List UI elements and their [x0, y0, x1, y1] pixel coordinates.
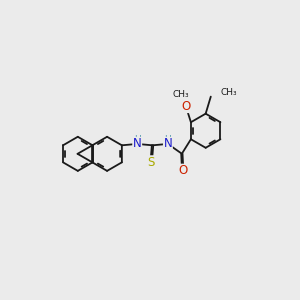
Text: CH₃: CH₃	[220, 88, 237, 97]
Text: N: N	[164, 137, 172, 150]
Text: N: N	[133, 137, 142, 150]
Text: O: O	[178, 164, 187, 177]
Text: H: H	[164, 135, 171, 144]
Text: CH₃: CH₃	[172, 90, 189, 99]
Text: H: H	[134, 135, 141, 144]
Text: O: O	[181, 100, 190, 112]
Text: S: S	[148, 156, 155, 169]
